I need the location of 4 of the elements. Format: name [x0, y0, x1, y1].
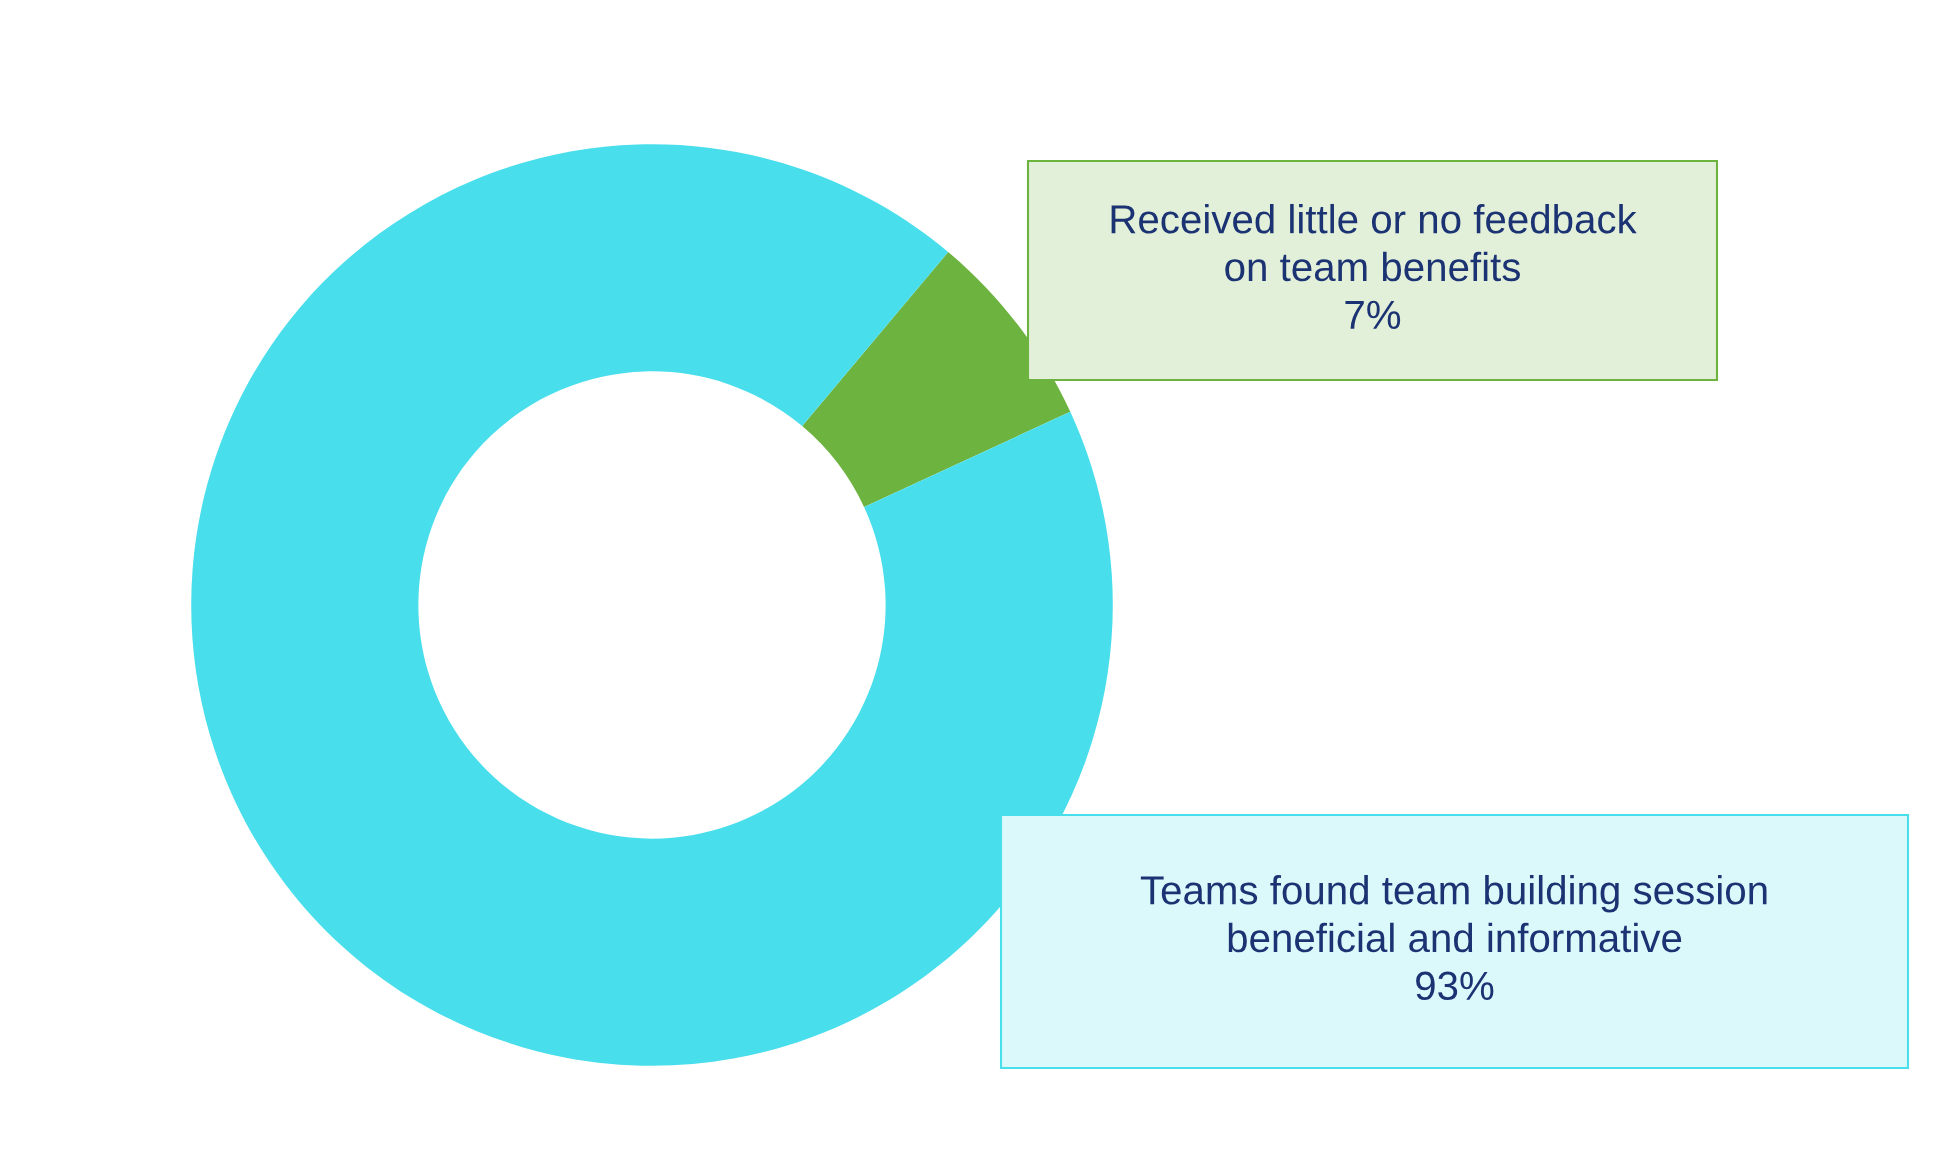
data-label: 93% — [1416, 971, 1494, 1001]
data-label: 7% — [1345, 300, 1401, 329]
slice-label: Teams found team building session beneficial and informative — [1140, 874, 1767, 953]
slice-label: Received little or no feedback on team benefits — [1111, 203, 1637, 282]
